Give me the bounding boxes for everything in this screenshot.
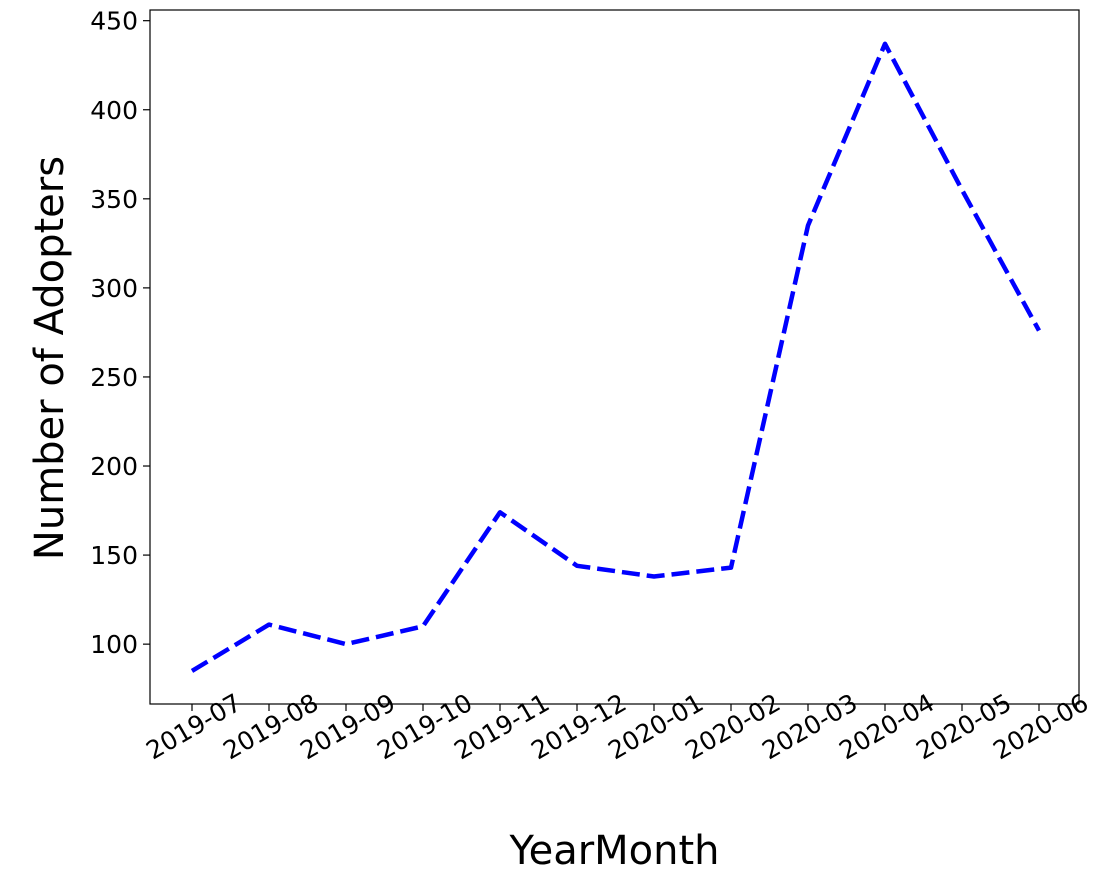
y-axis-label: Number of Adopters <box>27 156 73 560</box>
plot-frame <box>149 9 1080 705</box>
series-line <box>190 41 1041 673</box>
y-tick-label: 350 <box>90 185 138 214</box>
series-layer <box>190 41 1041 673</box>
axes: 1001502002503003504004502019-072019-0820… <box>90 7 1093 766</box>
y-tick-label: 300 <box>90 274 138 303</box>
y-tick-label: 250 <box>90 363 138 392</box>
y-tick-label: 150 <box>90 541 138 570</box>
y-tick-label: 400 <box>90 96 138 125</box>
y-tick-label: 100 <box>90 630 138 659</box>
y-tick-label: 200 <box>90 452 138 481</box>
x-axis-label: YearMonth <box>508 828 719 874</box>
y-tick-label: 450 <box>90 7 138 36</box>
